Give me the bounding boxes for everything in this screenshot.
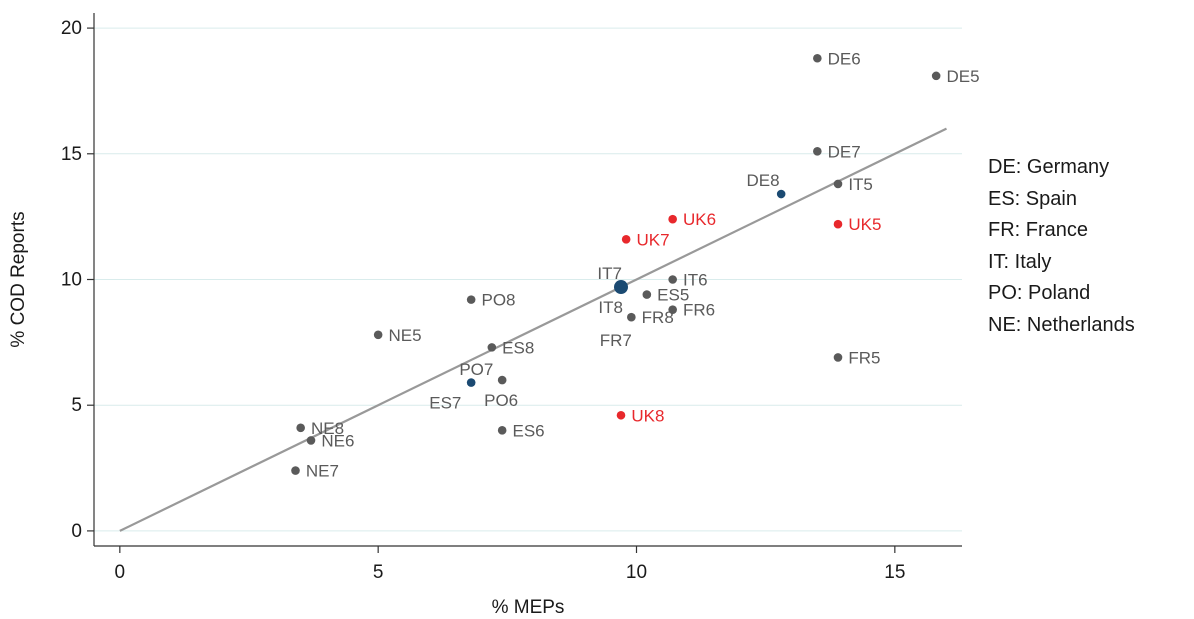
data-point [497,375,507,385]
fit-line [119,127,947,532]
legend-item: DE: Germany [988,156,1110,178]
data-point [373,330,383,340]
data-point [668,305,677,314]
data-point [296,423,305,433]
data-label: PO7 [459,360,493,379]
data-label: IT5 [848,175,873,194]
data-point [291,466,300,475]
data-point [497,426,507,435]
data-point [931,71,941,81]
x-axis-title: % MEPs [492,597,565,618]
data-point [614,280,628,295]
data-point [833,353,843,362]
data-label: ES7 [429,394,461,413]
data-label: ES6 [513,421,545,440]
data-point [813,146,822,156]
data-label: UK7 [637,230,670,249]
data-point [306,436,316,445]
data-label: IT6 [683,271,708,290]
data-label: UK8 [631,406,664,425]
data-label: FR6 [683,301,715,320]
y-tick-label: 15 [61,144,82,165]
data-label: PO6 [484,391,518,410]
x-tick-label: 15 [884,562,905,583]
x-tick-label: 10 [626,562,647,583]
data-point [627,312,636,322]
data-point [668,275,677,284]
data-point [833,219,843,229]
y-tick-label: 20 [61,18,82,39]
legend-item: FR: France [988,219,1089,241]
data-point [833,179,843,189]
data-point [668,214,677,224]
data-point [776,189,786,199]
data-label: FR5 [848,348,880,367]
legend-item: PO: Poland [988,282,1091,304]
y-tick-label: 0 [71,521,82,542]
data-label: NE6 [321,431,354,450]
y-axis-title: % COD Reports [8,211,29,347]
data-label: DE6 [828,49,861,68]
data-point [466,295,476,304]
y-tick-label: 5 [71,395,82,416]
data-label: DE5 [947,67,980,86]
legend: DE: Germany ES: Spain FR: France IT: Ita… [988,152,1135,341]
data-point [813,53,822,63]
x-tick-label: 5 [373,562,384,583]
x-tick-label: 0 [115,562,126,583]
data-label: ES5 [657,286,689,305]
data-point [621,234,631,244]
y-tick-label: 10 [61,270,82,291]
data-label: IT8 [598,298,623,317]
data-point [487,343,497,352]
data-label: DE8 [747,171,780,190]
data-point [616,410,626,420]
legend-item: NE: Netherlands [988,313,1135,336]
legend-item: IT: Italy [988,250,1052,273]
data-point [466,378,476,387]
data-point [642,290,652,299]
data-label: UK5 [848,215,881,234]
data-label: DE7 [828,142,861,161]
data-label: UK6 [683,210,716,229]
legend-item: ES: Spain [988,187,1077,210]
data-label: NE8 [311,419,344,438]
data-label: PO8 [482,291,516,310]
data-label: FR8 [642,308,674,327]
data-label: ES8 [502,338,534,357]
data-label: IT7 [597,264,622,283]
data-label: NE5 [389,326,422,345]
data-label: NE7 [306,462,339,481]
data-label: FR7 [600,331,632,350]
